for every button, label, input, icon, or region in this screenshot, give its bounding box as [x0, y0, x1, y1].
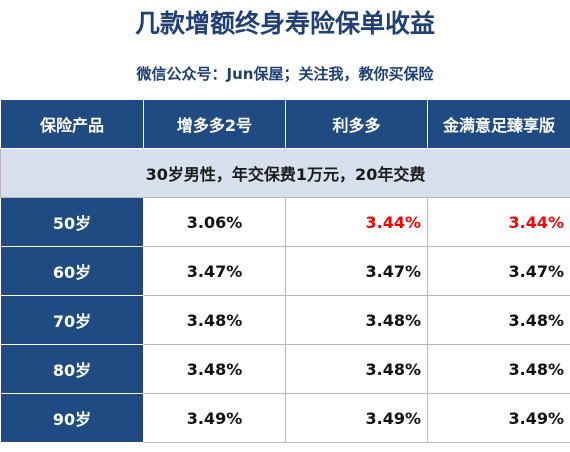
cell: 3.48%: [143, 295, 286, 345]
row: 90岁 3.49% 3.49% 3.49%: [0, 393, 570, 443]
header-row: 保险产品 增多多2号 利多多 金满意足臻享版: [0, 99, 570, 149]
row-label: 70岁: [0, 295, 144, 345]
row: 70岁 3.48% 3.48% 3.48%: [0, 295, 570, 345]
cell: 3.48%: [285, 344, 428, 394]
cell: 3.47%: [427, 246, 570, 296]
cell: 3.48%: [427, 344, 570, 394]
column-header: 利多多: [285, 99, 428, 149]
column-header: 保险产品: [0, 99, 144, 149]
cell: 3.06%: [143, 197, 286, 247]
subtitle: 微信公众号：Jun保屋；关注我，教你买保险: [136, 65, 434, 83]
title: 几款增额终身寿险保单收益: [134, 9, 435, 38]
column-header: 金满意足臻享版: [427, 99, 570, 149]
row: 50岁 3.06% 3.44% 3.44%: [0, 197, 570, 247]
note-row: 30岁男性，年交保费1万元，20年交费: [0, 148, 570, 198]
row-label: 80岁: [0, 344, 144, 394]
cell: 3.44%: [427, 197, 570, 247]
cell: 3.48%: [427, 295, 570, 345]
cell: 3.44%: [285, 197, 428, 247]
cell: 3.49%: [285, 393, 428, 443]
note: 30岁男性，年交保费1万元，20年交费: [0, 148, 570, 198]
row: 80岁 3.48% 3.48% 3.48%: [0, 344, 570, 394]
row-label: 60岁: [0, 246, 144, 296]
cell: 3.48%: [285, 295, 428, 345]
cell: 3.47%: [143, 246, 286, 296]
cell: 3.47%: [285, 246, 428, 296]
cell: 3.49%: [427, 393, 570, 443]
row-label: 90岁: [0, 393, 144, 443]
cell: 3.49%: [143, 393, 286, 443]
row: 60岁 3.47% 3.47% 3.47%: [0, 246, 570, 296]
column-header: 增多多2号: [143, 99, 286, 149]
row-label: 50岁: [0, 197, 144, 247]
table: 保险产品 增多多2号 利多多 金满意足臻享版 30岁男性，年交保费1万元，20年…: [0, 99, 570, 443]
cell: 3.48%: [143, 344, 286, 394]
